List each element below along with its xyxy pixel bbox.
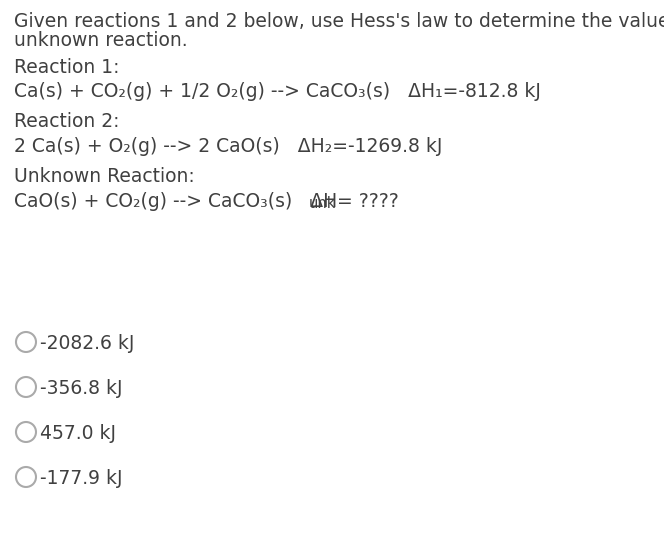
Text: -356.8 kJ: -356.8 kJ: [40, 379, 122, 398]
Text: -177.9 kJ: -177.9 kJ: [40, 469, 122, 488]
Text: -2082.6 kJ: -2082.6 kJ: [40, 334, 134, 353]
Text: Given reactions 1 and 2 below, use Hess's law to determine the value for the: Given reactions 1 and 2 below, use Hess'…: [14, 12, 664, 31]
Text: Reaction 1:: Reaction 1:: [14, 58, 120, 77]
Text: Unknown Reaction:: Unknown Reaction:: [14, 167, 195, 186]
Text: 457.0 kJ: 457.0 kJ: [40, 424, 116, 443]
Text: Reaction 2:: Reaction 2:: [14, 112, 120, 131]
Text: unknown reaction.: unknown reaction.: [14, 31, 188, 50]
Text: Ca(s) + CO₂(g) + 1/2 O₂(g) --> CaCO₃(s)   ΔH₁=-812.8 kJ: Ca(s) + CO₂(g) + 1/2 O₂(g) --> CaCO₃(s) …: [14, 82, 541, 101]
Text: CaO(s) + CO₂(g) --> CaCO₃(s)   ΔH: CaO(s) + CO₂(g) --> CaCO₃(s) ΔH: [14, 192, 337, 211]
Text: 2 Ca(s) + O₂(g) --> 2 CaO(s)   ΔH₂=-1269.8 kJ: 2 Ca(s) + O₂(g) --> 2 CaO(s) ΔH₂=-1269.8…: [14, 137, 442, 156]
Text: unk: unk: [309, 196, 337, 211]
Text: = ????: = ????: [331, 192, 399, 211]
